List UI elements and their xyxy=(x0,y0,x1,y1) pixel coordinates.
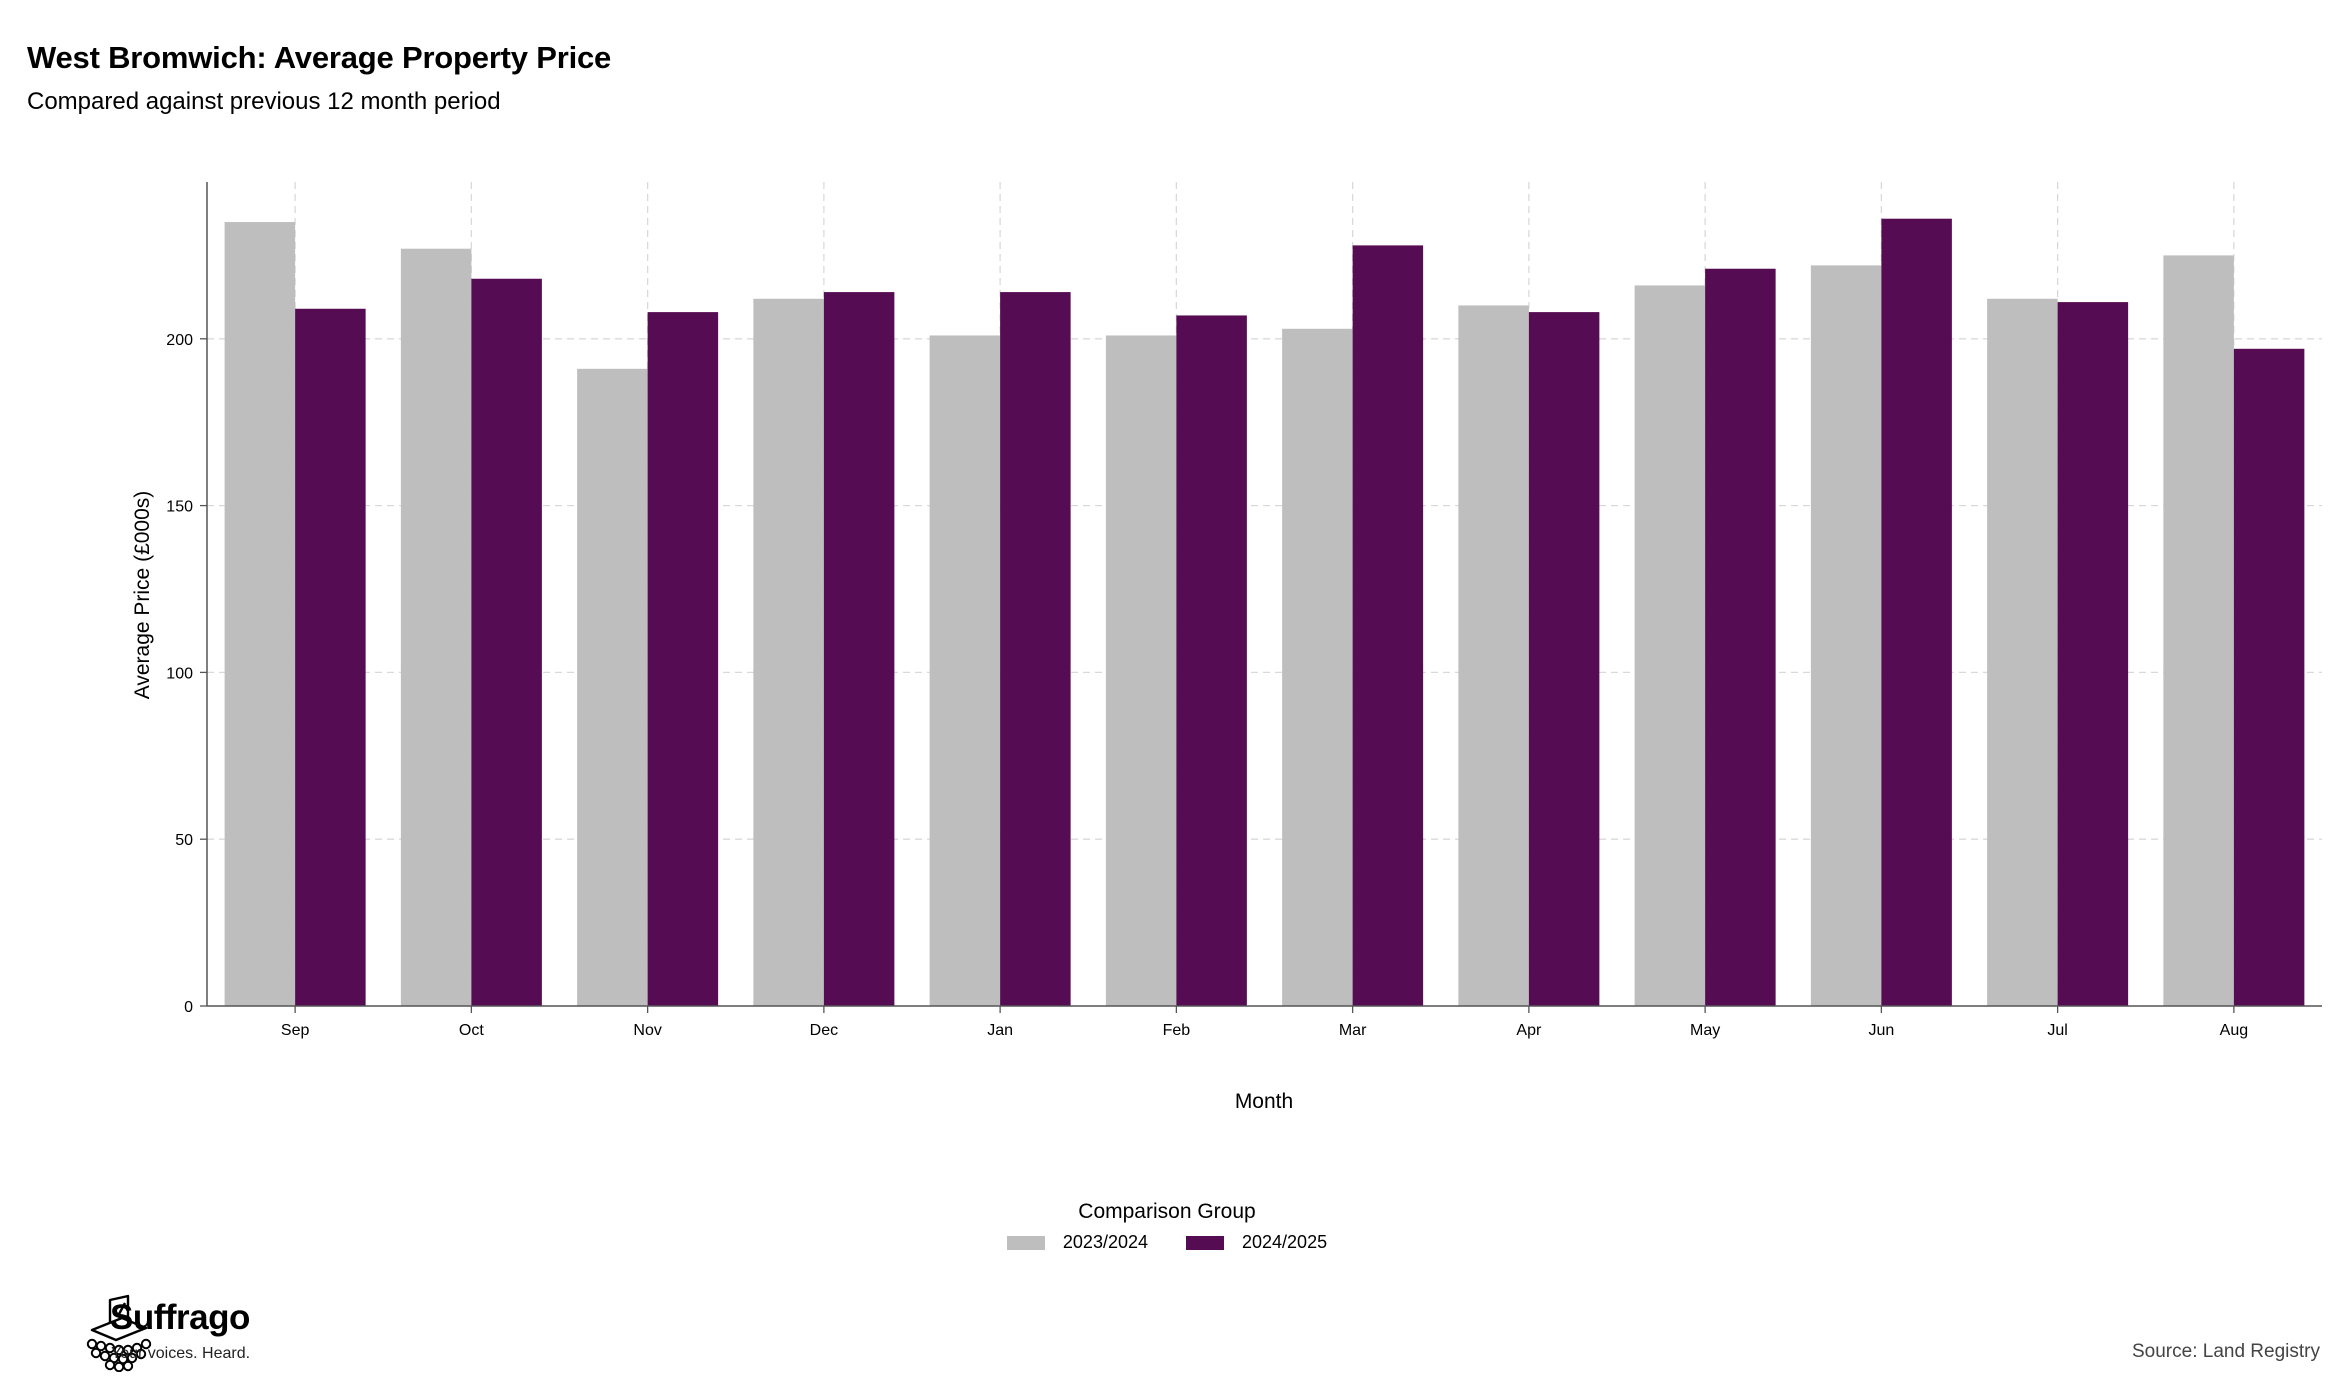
x-tick-label: Dec xyxy=(810,1022,838,1039)
bar-apr-series-1 xyxy=(1528,312,1600,1007)
y-tick-label: 50 xyxy=(175,832,193,849)
x-tick-label: Mar xyxy=(1339,1022,1367,1039)
chart-title: West Bromwich: Average Property Price xyxy=(27,40,612,75)
bar-feb-series-1 xyxy=(1176,315,1247,1006)
bar-nov-series-1 xyxy=(647,312,719,1007)
bar-jul-series-1 xyxy=(2057,302,2129,1006)
bar-aug-series-1 xyxy=(2233,348,2305,1006)
x-tick-label: Oct xyxy=(459,1022,484,1039)
y-tick-label: 200 xyxy=(166,332,193,349)
bar-mar-series-1 xyxy=(1352,245,1424,1006)
bar-sep-series-1 xyxy=(295,308,366,1006)
source-note: Source: Land Registry xyxy=(2132,1341,2320,1362)
x-tick-label: Jan xyxy=(987,1022,1013,1039)
bars xyxy=(224,218,2305,1007)
bar-may-series-1 xyxy=(1705,268,1776,1007)
x-tick-label: Feb xyxy=(1163,1022,1191,1039)
tick-labels: 0 50 100 150 200 Sep Oct Nov Dec Jan Feb Mar Apr May J… xyxy=(166,332,2248,1039)
x-tick-label: Jul xyxy=(2047,1022,2067,1039)
legend-title: Comparison Group xyxy=(1078,1200,1256,1223)
x-tick-label: Nov xyxy=(633,1022,661,1039)
y-tick-label: 0 xyxy=(184,999,193,1016)
bar-may-series-0 xyxy=(1634,285,1706,1006)
bar-nov-series-0 xyxy=(577,368,648,1006)
x-tick-label: May xyxy=(1690,1022,1720,1039)
bar-oct-series-0 xyxy=(400,248,472,1006)
legend: Comparison Group 2023/2024 2024/2025 xyxy=(0,1200,2334,1253)
bar-oct-series-1 xyxy=(471,278,542,1006)
x-tick-label: Jun xyxy=(1868,1022,1894,1039)
brand-tagline: Your voices. Heard. xyxy=(111,1345,251,1362)
y-tick-label: 100 xyxy=(166,665,193,682)
x-tick-label: Sep xyxy=(281,1022,310,1039)
axes xyxy=(206,182,2322,1007)
bar-mar-series-0 xyxy=(1282,328,1353,1007)
y-axis-title: Average Price (£000s) xyxy=(131,491,154,700)
bar-sep-series-0 xyxy=(224,222,296,1006)
bar-dec-series-0 xyxy=(753,298,824,1007)
legend-label: 2024/2025 xyxy=(1242,1232,1328,1252)
x-axis-title: Month xyxy=(1235,1090,1293,1113)
chart-subtitle: Compared against previous 12 month perio… xyxy=(27,88,501,115)
bar-apr-series-0 xyxy=(1458,305,1529,1006)
legend-item-series-1: 2024/2025 xyxy=(1186,1232,1327,1253)
bar-dec-series-1 xyxy=(823,292,895,1006)
brand-name: Suffrago xyxy=(110,1298,250,1337)
x-tick-label: Apr xyxy=(1516,1022,1542,1039)
legend-item-series-0: 2023/2024 xyxy=(1006,1232,1148,1253)
legend-swatch xyxy=(1186,1235,1224,1250)
bar-jul-series-0 xyxy=(1987,298,2058,1007)
bar-feb-series-0 xyxy=(1105,335,1177,1006)
legend-label: 2023/2024 xyxy=(1062,1232,1148,1252)
bar-jun-series-1 xyxy=(1881,218,1952,1006)
bar-aug-series-0 xyxy=(2163,255,2234,1007)
y-tick-label: 150 xyxy=(166,499,193,516)
x-tick-label: Aug xyxy=(2220,1022,2248,1039)
legend-swatch xyxy=(1006,1235,1045,1250)
ballot-box-crowd-icon xyxy=(86,1294,152,1372)
bar-jun-series-0 xyxy=(1810,265,1882,1006)
legend-items: 2023/2024 2024/2025 xyxy=(0,1232,2334,1253)
bar-jan-series-1 xyxy=(1000,292,1071,1006)
bar-jan-series-0 xyxy=(929,335,1001,1006)
